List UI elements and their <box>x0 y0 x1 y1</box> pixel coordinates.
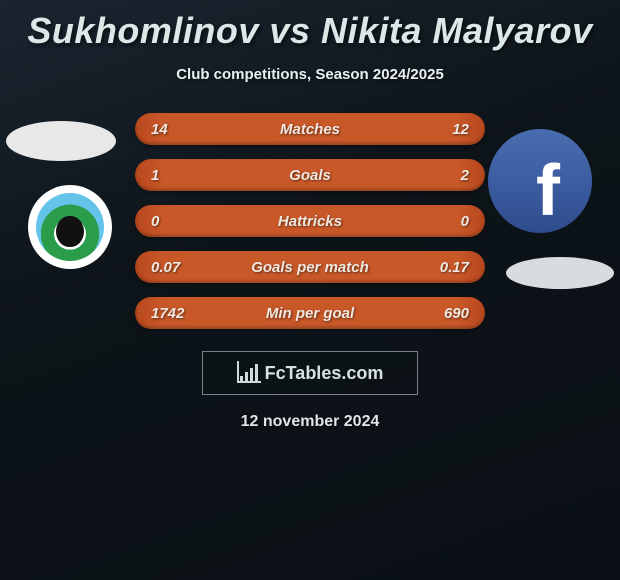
stat-right-value: 12 <box>409 121 469 138</box>
stat-row: 1742 Min per goal 690 <box>135 297 485 329</box>
stat-left-value: 1742 <box>151 305 211 322</box>
stat-right-value: 2 <box>409 167 469 184</box>
stat-left-value: 14 <box>151 121 211 138</box>
stat-label: Goals per match <box>211 259 409 276</box>
stat-row: 0 Hattricks 0 <box>135 205 485 237</box>
stat-left-value: 0.07 <box>151 259 211 276</box>
bar-chart-icon <box>237 363 259 383</box>
stat-label: Goals <box>211 167 409 184</box>
stat-right-value: 0 <box>409 213 469 230</box>
stat-row: 0.07 Goals per match 0.17 <box>135 251 485 283</box>
facebook-icon[interactable]: f <box>488 129 592 233</box>
date-label: 12 november 2024 <box>0 413 620 431</box>
stat-left-value: 1 <box>151 167 211 184</box>
stat-label: Hattricks <box>211 213 409 230</box>
player-left-avatar <box>6 121 116 161</box>
shinnik-icon <box>36 193 104 261</box>
comparison-panel: f 14 Matches 12 1 Goals 2 0 Hattricks 0 … <box>0 113 620 431</box>
player-right-avatar <box>506 257 614 289</box>
source-logo[interactable]: FcTables.com <box>202 351 418 395</box>
stat-label: Min per goal <box>211 305 409 322</box>
page-title: Sukhomlinov vs Nikita Malyarov <box>0 0 620 52</box>
stat-right-value: 690 <box>409 305 469 322</box>
stat-row: 1 Goals 2 <box>135 159 485 191</box>
player-left-club-badge <box>28 185 112 269</box>
stat-row: 14 Matches 12 <box>135 113 485 145</box>
stat-left-value: 0 <box>151 213 211 230</box>
source-logo-text: FcTables.com <box>265 363 384 384</box>
subtitle: Club competitions, Season 2024/2025 <box>0 66 620 83</box>
stats-table: 14 Matches 12 1 Goals 2 0 Hattricks 0 0.… <box>135 113 485 329</box>
stat-label: Matches <box>211 121 409 138</box>
stat-right-value: 0.17 <box>409 259 469 276</box>
